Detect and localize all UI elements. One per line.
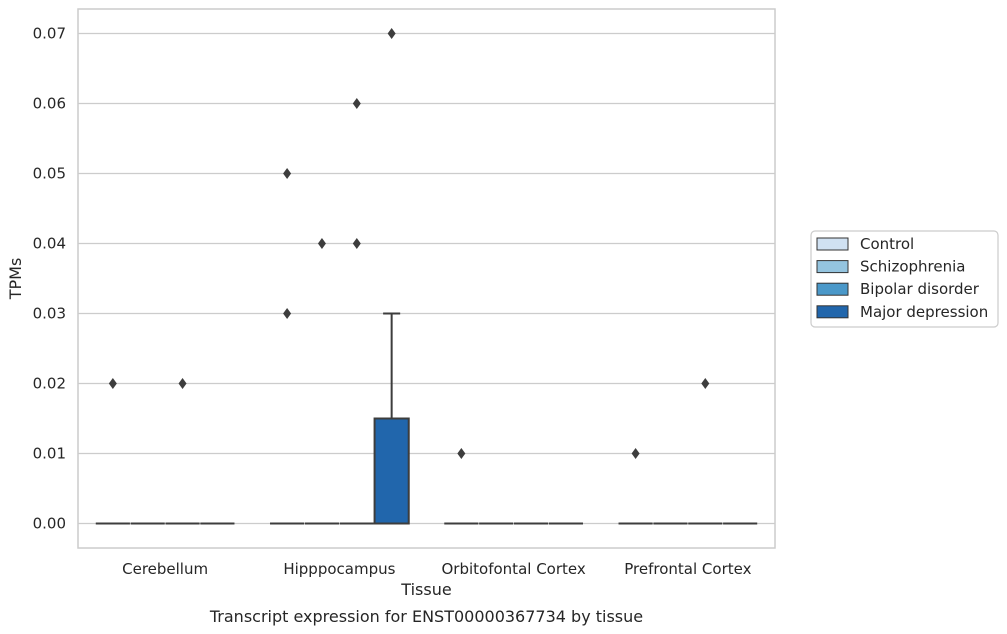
- legend-swatch: [816, 282, 849, 296]
- legend-swatch: [816, 305, 849, 319]
- y-tick-label: 0.07: [33, 25, 66, 43]
- outlier-point: [457, 448, 466, 459]
- box-control: [270, 168, 305, 525]
- box-bipolar-disorder: [339, 98, 374, 525]
- box-body: [373, 417, 410, 525]
- outlier-point: [178, 378, 187, 389]
- y-tick-label: 0.05: [33, 165, 66, 183]
- box-control: [95, 378, 130, 525]
- y-axis-label: TPMs: [6, 258, 25, 301]
- chart-caption: Transcript expression for ENST0000036773…: [209, 607, 643, 626]
- legend-label: Bipolar disorder: [860, 280, 980, 298]
- y-tick-label: 0.06: [33, 95, 66, 113]
- box-plot-series: [95, 28, 758, 525]
- outlier-point: [631, 448, 640, 459]
- legend-swatch: [816, 237, 849, 251]
- outlier-point: [317, 238, 326, 249]
- box-bipolar-disorder: [165, 378, 200, 525]
- y-tick-label: 0.04: [33, 235, 66, 253]
- legend-label: Schizophrenia: [860, 258, 965, 276]
- box-major-depression: [373, 28, 410, 525]
- y-tick-label: 0.02: [33, 375, 66, 393]
- x-tick-label: Cerebellum: [122, 560, 208, 578]
- gridlines: [78, 32, 775, 525]
- outlier-point: [108, 378, 117, 389]
- plot-frame: [77, 8, 776, 549]
- x-tick-label: Hipppocampus: [283, 560, 395, 578]
- outlier-point: [352, 98, 361, 109]
- box-control: [618, 448, 653, 525]
- legend: Control Schizophrenia Bipolar disorder Majo…: [810, 230, 999, 328]
- outlier-point: [283, 308, 292, 319]
- y-tick-label: 0.00: [33, 515, 66, 533]
- outlier-point: [352, 238, 361, 249]
- y-axis-ticks: 0.00 0.01 0.02 0.03 0.04 0.05 0.06 0.07: [33, 25, 66, 533]
- y-tick-label: 0.03: [33, 305, 66, 323]
- legend-frame: [810, 230, 999, 328]
- y-tick-label: 0.01: [33, 445, 66, 463]
- outlier-point: [701, 378, 710, 389]
- outlier-point: [283, 168, 292, 179]
- legend-swatch: [816, 260, 849, 274]
- box-schizophrenia: [304, 238, 340, 525]
- box-control: [444, 448, 479, 525]
- legend-label: Major depression: [860, 303, 988, 321]
- x-tick-label: Prefrontal Cortex: [624, 560, 751, 578]
- box-bipolar-disorder: [688, 378, 723, 525]
- x-axis-ticks: Cerebellum Hipppocampus Orbitofontal Corte…: [122, 560, 751, 578]
- legend-label: Control: [860, 235, 914, 253]
- outlier-point: [387, 28, 396, 39]
- x-axis-label: Tissue: [400, 580, 451, 599]
- x-tick-label: Orbitofontal Cortex: [442, 560, 586, 578]
